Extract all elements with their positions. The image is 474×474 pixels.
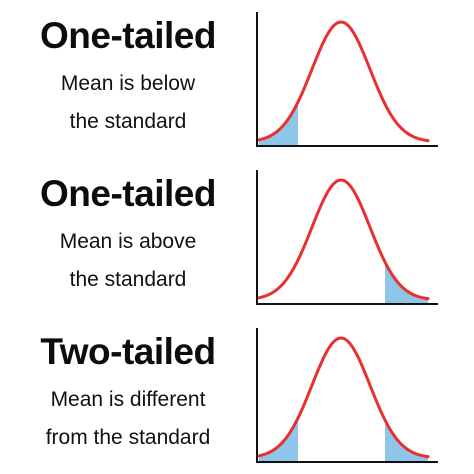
panel-title: One-tailed	[40, 15, 216, 56]
panel-title: Two-tailed	[40, 331, 216, 372]
panel-title: One-tailed	[40, 173, 216, 214]
left-tail-region	[259, 418, 298, 462]
normal-curve-left-tail	[256, 12, 438, 147]
normal-curve-right-tail	[256, 170, 438, 305]
bell-curve	[257, 20, 430, 143]
panel-one-tailed-below: One-tailed Mean is below the standard	[0, 0, 474, 158]
panel-description-line: from the standard	[45, 426, 211, 449]
panel-description-line: the standard	[69, 110, 187, 133]
right-tail-region	[385, 262, 428, 304]
bell-curve	[257, 336, 430, 459]
panel-description-line: Mean is different	[50, 388, 206, 411]
panel-two-tailed: Two-tailed Mean is different from the st…	[0, 316, 474, 474]
panel-one-tailed-above: One-tailed Mean is above the standard	[0, 158, 474, 316]
right-tail-region	[385, 420, 428, 462]
bell-curve	[257, 178, 430, 301]
panel-description-line: Mean is below	[60, 72, 196, 95]
left-tail-region	[259, 102, 298, 146]
panel-description-line: Mean is above	[59, 230, 197, 253]
normal-curve-both-tails	[256, 328, 438, 463]
panel-description-line: the standard	[69, 268, 187, 291]
